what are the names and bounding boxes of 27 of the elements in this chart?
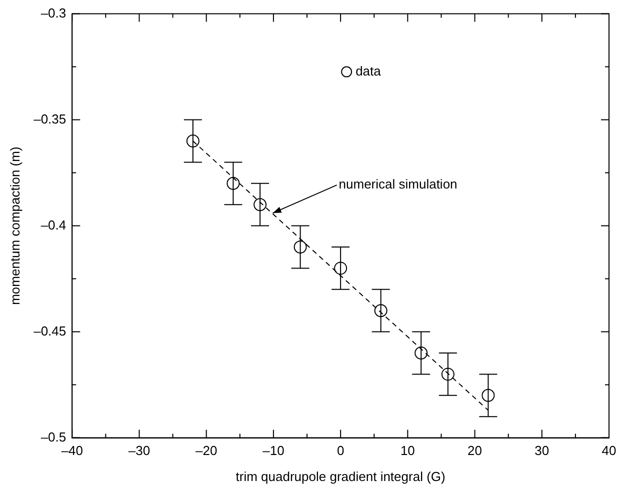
point (482, 388, 495, 402)
point (374, 304, 388, 318)
point (254, 198, 267, 212)
x-tick-label: –20 (195, 443, 218, 458)
legend-label: data (356, 63, 382, 78)
x-tick-label: 20 (468, 443, 482, 458)
point (226, 176, 240, 190)
x-axis-title: trim quadrupole gradient integral (G) (236, 468, 446, 484)
y-tick-label: –0.4 (40, 217, 66, 232)
x-tick-label: 40 (602, 443, 616, 458)
y-tick-label: –0.45 (34, 323, 66, 338)
x-tick-label: 0 (336, 443, 344, 458)
x-tick-label: 30 (534, 443, 550, 458)
x-tick-label: –40 (61, 443, 83, 458)
annotation: numerical simulation (338, 176, 458, 192)
x-tick-label: –30 (128, 443, 150, 458)
x-tick-label: –10 (262, 443, 284, 458)
point (414, 346, 428, 360)
point (294, 240, 307, 254)
y-axis-title: momentum compaction (m) (7, 146, 22, 305)
point (334, 262, 348, 275)
y-tick-label: –0.35 (34, 111, 66, 126)
point (441, 368, 454, 381)
y-tick-label: –0.5 (40, 429, 66, 444)
point (186, 134, 200, 148)
y-tick-label: –0.3 (40, 5, 66, 20)
x-tick-label: 10 (400, 443, 415, 458)
